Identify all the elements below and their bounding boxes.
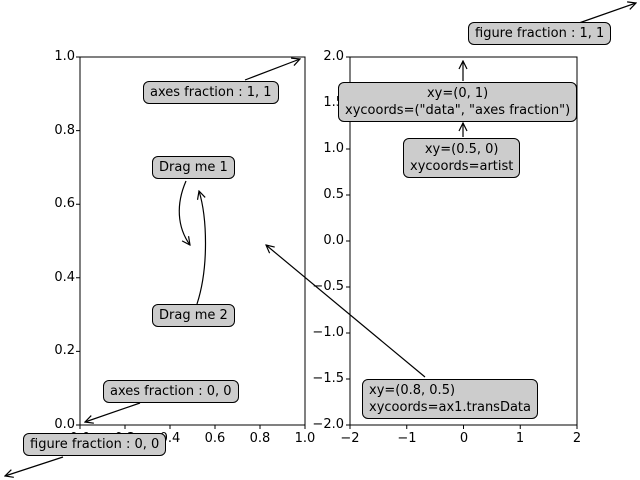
annotation-figure-fraction-0-0: figure fraction : 0, 0 — [23, 433, 167, 456]
ax1-ytick-label: 0.6 — [54, 196, 75, 211]
ax2-xtick-label: 2 — [572, 431, 582, 446]
annotation-transdata: xy=(0.8, 0.5) xycoords=ax1.transData — [362, 379, 538, 419]
ax2-ytick-label: 1.0 — [323, 141, 344, 156]
drag-me-2-arc-arrow — [196, 191, 207, 305]
annotation-drag-me-1[interactable]: Drag me 1 — [152, 156, 235, 179]
ax1-xtick-label: 1.0 — [294, 431, 316, 446]
ax1-ytick-label: 0.8 — [54, 123, 75, 138]
ax2-ytick-label: −1.5 — [312, 371, 344, 386]
annotation-artist: xy=(0.5, 0) xycoords=artist — [403, 138, 521, 178]
annotation-coord-mix-line1: xy=(0, 1) — [426, 86, 489, 101]
annotation-drag-me-2[interactable]: Drag me 2 — [152, 304, 235, 327]
ax1-ytick-label: 0.4 — [54, 270, 75, 285]
annotation-axes-fraction-0-0: axes fraction : 0, 0 — [103, 380, 239, 403]
ax1-ytick-label: 1.0 — [54, 49, 75, 64]
annotation-artist-line2: xycoords=artist — [410, 159, 514, 174]
ax2-xtick-label: 1 — [515, 431, 525, 446]
ax1-tick-marks — [76, 56, 306, 429]
drag-me-1-arc-arrow — [178, 180, 190, 245]
ax1-spines — [79, 56, 306, 426]
annotation-transdata-line2: xycoords=ax1.transData — [369, 400, 531, 415]
figure-fraction-11-arrow — [578, 3, 636, 24]
ax1-ytick-label: 0.0 — [54, 417, 75, 432]
annotation-artist-line1: xy=(0.5, 0) — [424, 142, 499, 157]
ax2-ytick-label: −1.0 — [312, 325, 344, 340]
axes-fraction-00-arrow — [85, 402, 141, 422]
annotation-coord-mix: xy=(0, 1) xycoords=("data", "axes fracti… — [338, 82, 578, 122]
annotation-axes-fraction-1-1: axes fraction : 1, 1 — [143, 81, 279, 104]
ax2-xtick-label: 0 — [459, 431, 469, 446]
ax2-ytick-label: −2.0 — [312, 417, 344, 432]
axes-fraction-11-arrow — [244, 59, 300, 81]
annotation-transdata-line1: xy=(0.8, 0.5) — [369, 383, 456, 398]
annotation-coord-mix-line2: xycoords=("data", "axes fraction") — [345, 103, 571, 118]
ax2-xtick-label: −2 — [340, 431, 360, 446]
ax1-ytick-label: 0.2 — [54, 343, 75, 358]
ax2-ytick-label: 0.5 — [323, 187, 344, 202]
ax2-ytick-label: −0.5 — [312, 279, 344, 294]
ax1-xtick-label: 0.8 — [249, 431, 271, 446]
figure-fraction-00-arrow — [5, 456, 64, 476]
annotation-figure-fraction-1-1: figure fraction : 1, 1 — [468, 22, 612, 45]
ax1-xtick-label: 0.6 — [204, 431, 226, 446]
ax2-xtick-label: −1 — [397, 431, 417, 446]
transdata-arrow — [266, 245, 426, 378]
ax2-ytick-label: 0.0 — [323, 233, 344, 248]
ax2-ytick-label: 2.0 — [323, 49, 344, 64]
